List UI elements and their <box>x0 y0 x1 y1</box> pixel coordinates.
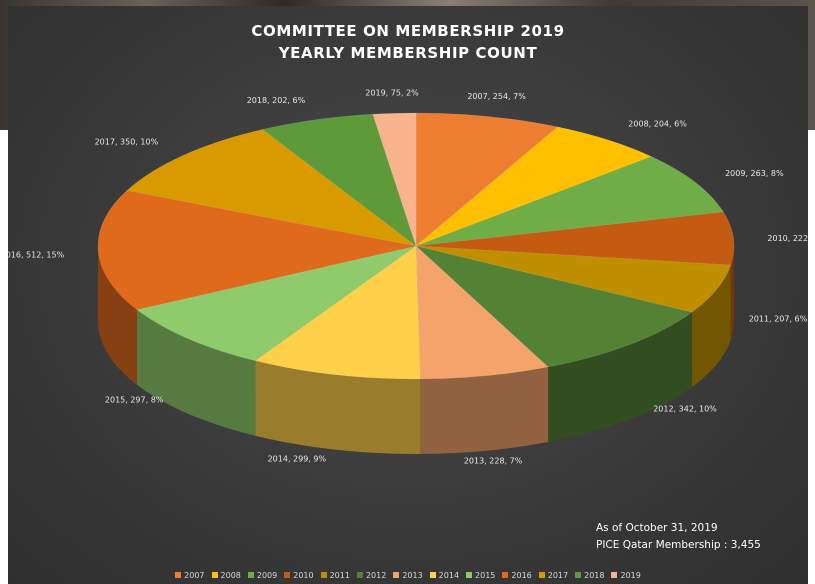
pie-side-walls <box>98 246 734 454</box>
pie-slice-2009 <box>415 156 724 247</box>
chart-title: COMMITTEE ON MEMBERSHIP 2019 <box>251 22 565 40</box>
legend-item-2007: 2007 <box>175 570 205 580</box>
slice-label-2007: 2007, 254, 7% <box>467 92 526 101</box>
membership-total-note: PICE Qatar Membership : 3,455 <box>596 539 761 551</box>
legend-label: 2013 <box>402 570 423 580</box>
legend-item-2016: 2016 <box>502 570 532 580</box>
pie-side-2012 <box>548 312 692 442</box>
chart-panel: COMMITTEE ON MEMBERSHIP 2019 YEARLY MEMB… <box>8 6 808 584</box>
legend-swatch <box>247 572 254 578</box>
legend-swatch <box>175 572 182 578</box>
pie-side-2015 <box>137 309 256 436</box>
legend-label: 2014 <box>438 570 460 580</box>
pie-side-2016 <box>98 246 137 385</box>
slice-label-2019: 2019, 75, 2% <box>365 88 419 97</box>
slice-label-2016: 2016, 512, 15% <box>8 251 65 260</box>
slice-label-2008: 2008, 204, 6% <box>628 119 687 128</box>
as-of-date-note: As of October 31, 2019 <box>596 522 718 534</box>
legend-item-2011: 2011 <box>320 570 350 580</box>
chart-subtitle: YEARLY MEMBERSHIP COUNT <box>278 44 538 62</box>
legend-label: 2012 <box>365 570 387 580</box>
slice-label-2017: 2017, 350, 10% <box>95 138 159 147</box>
slice-label-2013: 2013, 228, 7% <box>464 456 523 465</box>
slice-label-2009: 2009, 263, 8% <box>725 169 784 178</box>
legend-label: 2018 <box>584 570 605 580</box>
pie-chart: 2007, 254, 7% 2008, 204, 6% 2009, 263, 8% 2… <box>8 88 808 465</box>
legend-swatch <box>538 572 545 578</box>
pie-side-2014 <box>255 360 421 454</box>
chart-legend: 2007 2008 2009 2010 2011 2012 2013 2014 2015 2016… <box>8 568 808 582</box>
legend-swatch <box>284 572 291 578</box>
pie-slice-2014 <box>254 245 421 380</box>
legend-swatch <box>393 572 400 578</box>
legend-item-2009: 2009 <box>247 570 278 580</box>
pie-slice-2010 <box>415 211 735 266</box>
pie-top-faces <box>97 112 735 380</box>
legend-item-2014: 2014 <box>429 570 460 580</box>
pie-slice-labels: 2007, 254, 7% 2008, 204, 6% 2009, 263, 8% 2… <box>8 88 808 465</box>
pie-slice-2007 <box>415 112 559 247</box>
legend-label: 2017 <box>547 570 569 580</box>
pie-slice-2016 <box>97 190 417 311</box>
legend-swatch <box>211 572 218 578</box>
pie-slice-2008 <box>415 126 653 247</box>
slice-label-2014: 2014, 299, 9% <box>268 455 327 464</box>
legend-swatch <box>429 572 436 578</box>
legend-item-2008: 2008 <box>211 570 241 580</box>
legend-swatch <box>320 572 327 578</box>
legend-item-2018: 2018 <box>575 571 604 580</box>
legend-label: 2019 <box>620 570 641 580</box>
legend-label: 2016 <box>511 570 532 580</box>
legend-label: 2007 <box>184 570 205 580</box>
legend-label: 2015 <box>475 570 496 580</box>
pie-slice-2011 <box>415 245 732 313</box>
legend-label: 2010 <box>293 570 314 580</box>
slice-label-2010: 2010, 222, 6% <box>767 234 808 243</box>
legend-swatch <box>356 572 363 578</box>
pie-side-2011 <box>691 265 731 388</box>
legend-label: 2008 <box>220 570 241 580</box>
pie-side-2010 <box>730 246 734 341</box>
pie-slice-2012 <box>414 245 693 368</box>
legend-swatch <box>502 572 509 578</box>
legend-item-2013: 2013 <box>393 570 423 580</box>
legend-label: 2011 <box>329 570 350 580</box>
legend-item-2015: 2015 <box>466 571 495 580</box>
slice-label-2011: 2011, 207, 6% <box>749 314 808 323</box>
legend-item-2010: 2010 <box>284 570 314 580</box>
pie-slice-2015 <box>136 245 417 362</box>
pie-slice-2018 <box>261 113 417 247</box>
pie-slice-2017 <box>126 129 417 247</box>
legend-label: 2009 <box>256 570 278 580</box>
legend-swatch <box>575 572 582 578</box>
slice-label-2015: 2015, 297, 8% <box>105 395 164 404</box>
legend-item-2012: 2012 <box>356 570 387 580</box>
pie-slice-2013 <box>415 245 549 380</box>
slice-label-2012: 2012, 342, 10% <box>653 405 717 414</box>
legend-item-2017: 2017 <box>538 570 569 580</box>
pie-side-2013 <box>420 367 549 454</box>
legend-swatch <box>466 572 473 578</box>
slice-label-2018: 2018, 202, 6% <box>247 96 306 105</box>
legend-item-2019: 2019 <box>611 570 641 580</box>
legend-swatch <box>611 572 618 578</box>
pie-slice-2019 <box>372 112 417 247</box>
